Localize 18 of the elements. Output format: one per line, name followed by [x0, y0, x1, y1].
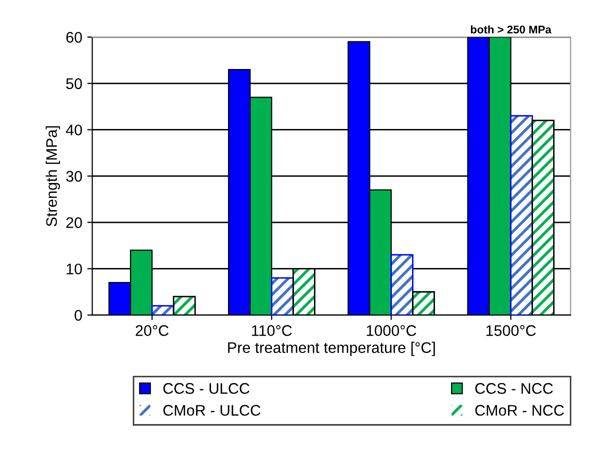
- x-tick-label: 20°C: [136, 325, 169, 336]
- legend-label: CCS - NCC: [475, 383, 553, 394]
- y-axis-title: Strength [MPa]: [46, 126, 60, 226]
- legend-label: CMoR - ULCC: [163, 404, 260, 416]
- x-axis-title: Pre treatment temperature [°C]: [228, 342, 435, 356]
- x-tick-label: 1500°C: [486, 325, 536, 336]
- x-tick-label: 110°C: [252, 325, 292, 336]
- x-tick-label: 1000°C: [366, 325, 416, 336]
- y-tick-label: 20: [66, 217, 82, 228]
- legend-label: CCS - ULCC: [163, 383, 250, 394]
- y-tick-label: 0: [74, 310, 82, 321]
- y-tick-label: 40: [66, 124, 82, 136]
- annotation: both > 250 MPa: [470, 25, 552, 34]
- y-tick-label: 10: [66, 264, 82, 274]
- y-tick-label: 60: [66, 32, 82, 43]
- y-tick-label: 30: [66, 170, 82, 182]
- y-tick-label: 50: [66, 78, 82, 90]
- legend-label: CMoR - NCC: [475, 404, 564, 416]
